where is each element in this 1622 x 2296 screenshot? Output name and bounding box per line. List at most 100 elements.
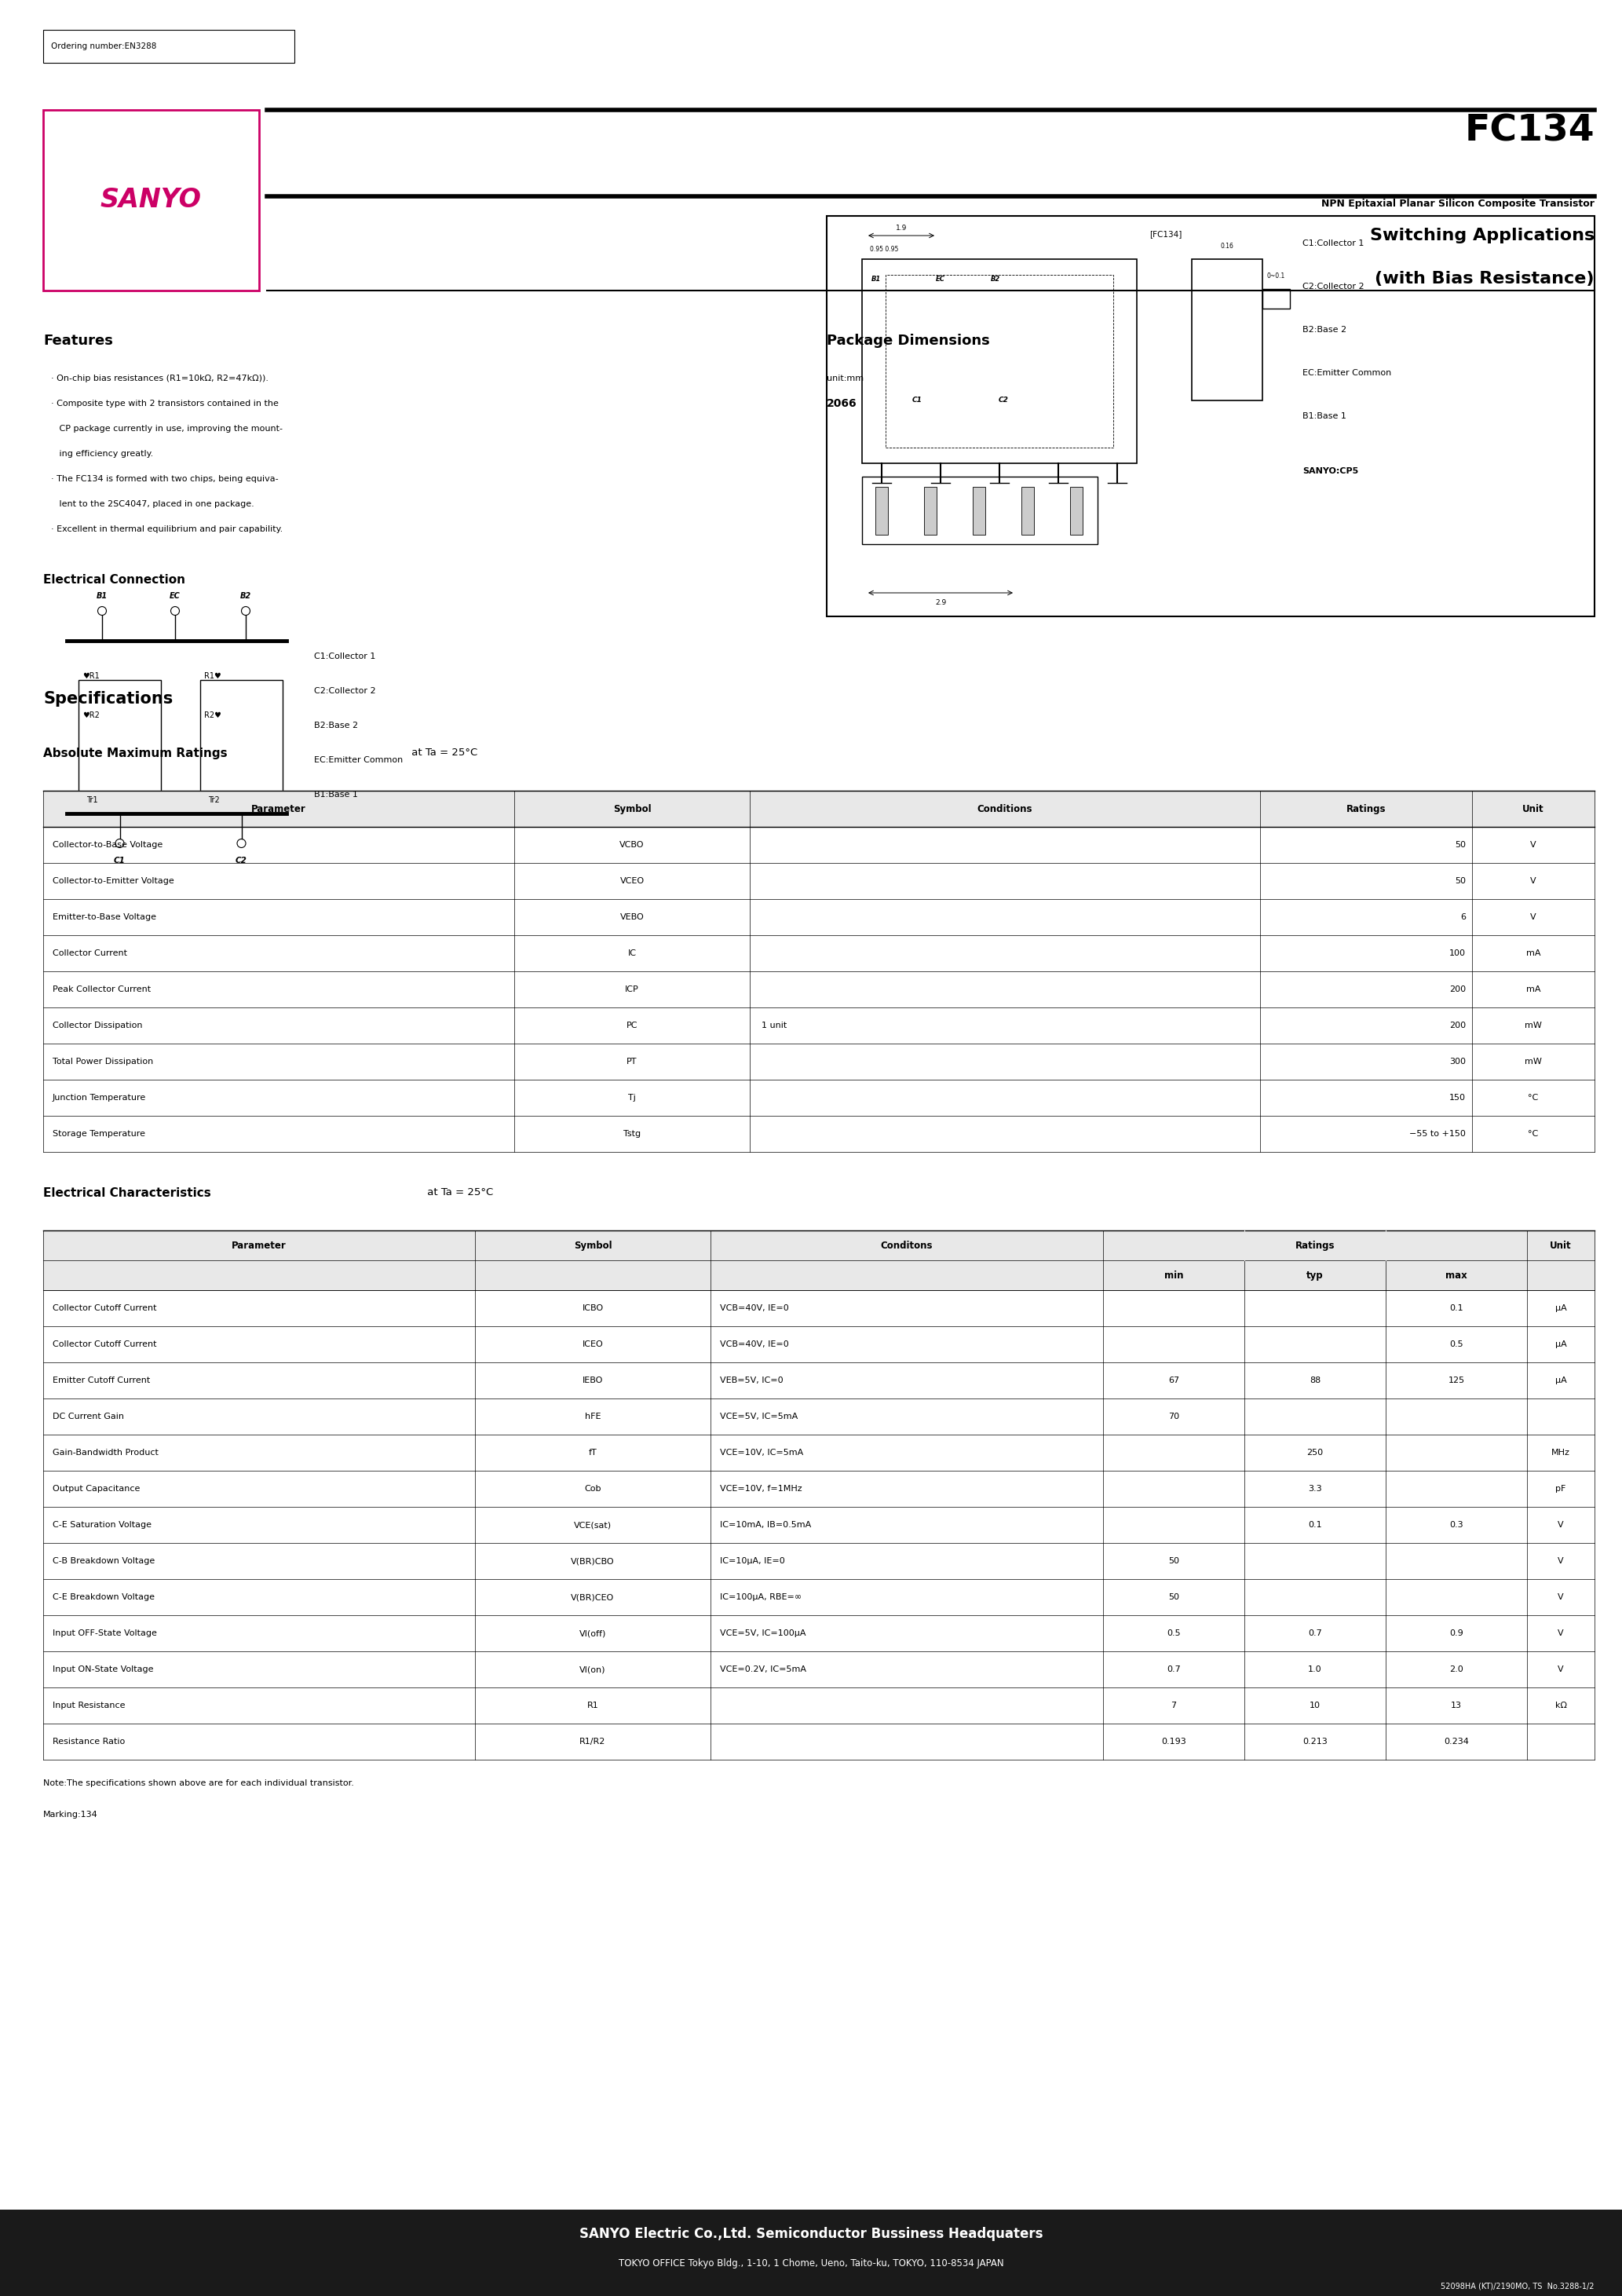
Text: IC=100μA, RBE=∞: IC=100μA, RBE=∞ bbox=[720, 1593, 801, 1600]
Text: C-B Breakdown Voltage: C-B Breakdown Voltage bbox=[52, 1557, 154, 1566]
Text: DC Current Gain: DC Current Gain bbox=[52, 1412, 123, 1421]
Text: 50: 50 bbox=[1455, 877, 1466, 884]
Text: 13: 13 bbox=[1450, 1701, 1461, 1711]
Text: B1: B1 bbox=[97, 592, 107, 599]
Text: IC=10mA, IB=0.5mA: IC=10mA, IB=0.5mA bbox=[720, 1520, 811, 1529]
Text: 7: 7 bbox=[1171, 1701, 1176, 1711]
Text: V: V bbox=[1557, 1520, 1564, 1529]
Text: ing efficiency greatly.: ing efficiency greatly. bbox=[50, 450, 154, 457]
Text: PT: PT bbox=[626, 1058, 637, 1065]
Text: 200: 200 bbox=[1448, 1022, 1466, 1029]
Text: 0.5: 0.5 bbox=[1450, 1341, 1463, 1348]
Text: B1: B1 bbox=[871, 276, 881, 282]
Text: [FC134]: [FC134] bbox=[1148, 230, 1182, 239]
Text: C1:Collector 1: C1:Collector 1 bbox=[315, 652, 376, 661]
Text: ICP: ICP bbox=[624, 985, 639, 994]
Text: R1♥: R1♥ bbox=[204, 673, 221, 680]
Text: R2♥: R2♥ bbox=[204, 712, 221, 719]
Text: B2:Base 2: B2:Base 2 bbox=[315, 721, 358, 730]
Text: 1 unit: 1 unit bbox=[762, 1022, 787, 1029]
Text: Tstg: Tstg bbox=[623, 1130, 641, 1139]
Text: 0.3: 0.3 bbox=[1450, 1520, 1463, 1529]
Text: V: V bbox=[1530, 877, 1536, 884]
Text: ♥R2: ♥R2 bbox=[83, 712, 99, 719]
Text: Symbol: Symbol bbox=[574, 1240, 611, 1251]
Text: °C: °C bbox=[1528, 1093, 1539, 1102]
Text: Switching Applications: Switching Applications bbox=[1371, 227, 1594, 243]
Text: max: max bbox=[1445, 1270, 1468, 1281]
Text: V: V bbox=[1557, 1557, 1564, 1566]
Text: Resistance Ratio: Resistance Ratio bbox=[52, 1738, 125, 1745]
Text: 50: 50 bbox=[1168, 1557, 1179, 1566]
Text: 1.9: 1.9 bbox=[895, 225, 907, 232]
FancyBboxPatch shape bbox=[1192, 259, 1262, 400]
Text: mA: mA bbox=[1526, 948, 1541, 957]
Text: B2:Base 2: B2:Base 2 bbox=[1302, 326, 1346, 333]
Text: PC: PC bbox=[626, 1022, 637, 1029]
Text: Peak Collector Current: Peak Collector Current bbox=[52, 985, 151, 994]
FancyBboxPatch shape bbox=[78, 680, 161, 808]
Text: Conditions: Conditions bbox=[976, 804, 1033, 813]
Text: · Excellent in thermal equilibrium and pair capability.: · Excellent in thermal equilibrium and p… bbox=[50, 526, 282, 533]
Text: · Composite type with 2 transistors contained in the: · Composite type with 2 transistors cont… bbox=[50, 400, 279, 406]
Text: 250: 250 bbox=[1307, 1449, 1324, 1456]
Text: at Ta = 25°C: at Ta = 25°C bbox=[409, 748, 477, 758]
Text: EC:Emitter Common: EC:Emitter Common bbox=[1302, 370, 1392, 377]
Text: C2: C2 bbox=[235, 856, 247, 866]
Text: VCEO: VCEO bbox=[620, 877, 644, 884]
Text: Unit: Unit bbox=[1523, 804, 1544, 813]
Text: Specifications: Specifications bbox=[44, 691, 174, 707]
Text: 50: 50 bbox=[1168, 1593, 1179, 1600]
FancyBboxPatch shape bbox=[0, 2209, 1622, 2296]
Text: 0.234: 0.234 bbox=[1444, 1738, 1470, 1745]
Text: B2: B2 bbox=[991, 276, 1001, 282]
Text: VEB=5V, IC=0: VEB=5V, IC=0 bbox=[720, 1378, 783, 1384]
Text: C-E Breakdown Voltage: C-E Breakdown Voltage bbox=[52, 1593, 154, 1600]
Text: 70: 70 bbox=[1168, 1412, 1179, 1421]
Text: 52098HA (KT)/2190MO, TS  No.3288-1/2: 52098HA (KT)/2190MO, TS No.3288-1/2 bbox=[1440, 2282, 1594, 2289]
Text: Storage Temperature: Storage Temperature bbox=[52, 1130, 146, 1139]
Text: 0.1: 0.1 bbox=[1307, 1520, 1322, 1529]
Text: VCE=10V, f=1MHz: VCE=10V, f=1MHz bbox=[720, 1486, 801, 1492]
Text: IEBO: IEBO bbox=[582, 1378, 603, 1384]
Text: EC:Emitter Common: EC:Emitter Common bbox=[315, 755, 402, 765]
Text: VCE=5V, IC=5mA: VCE=5V, IC=5mA bbox=[720, 1412, 798, 1421]
Text: 0.213: 0.213 bbox=[1302, 1738, 1327, 1745]
Text: Ratings: Ratings bbox=[1296, 1240, 1335, 1251]
Text: 0.7: 0.7 bbox=[1166, 1665, 1181, 1674]
Text: −55 to +150: −55 to +150 bbox=[1410, 1130, 1466, 1139]
Text: V(BR)CBO: V(BR)CBO bbox=[571, 1557, 615, 1566]
Text: VCB=40V, IE=0: VCB=40V, IE=0 bbox=[720, 1304, 788, 1311]
Text: Collector Current: Collector Current bbox=[52, 948, 127, 957]
Text: B1:Base 1: B1:Base 1 bbox=[315, 790, 358, 799]
Text: kΩ: kΩ bbox=[1555, 1701, 1567, 1711]
Text: lent to the 2SC4047, placed in one package.: lent to the 2SC4047, placed in one packa… bbox=[50, 501, 255, 507]
Text: VCE=5V, IC=100μA: VCE=5V, IC=100μA bbox=[720, 1630, 806, 1637]
Text: VCBO: VCBO bbox=[620, 840, 644, 850]
Text: 0.9: 0.9 bbox=[1450, 1630, 1463, 1637]
Text: 300: 300 bbox=[1450, 1058, 1466, 1065]
Text: SANYO: SANYO bbox=[101, 188, 201, 214]
Text: SANYO:CP5: SANYO:CP5 bbox=[1302, 466, 1359, 475]
Text: 1.0: 1.0 bbox=[1307, 1665, 1322, 1674]
Text: μA: μA bbox=[1555, 1304, 1567, 1311]
Text: typ: typ bbox=[1307, 1270, 1324, 1281]
Text: SANYO Electric Co.,Ltd. Semiconductor Bussiness Headquaters: SANYO Electric Co.,Ltd. Semiconductor Bu… bbox=[579, 2227, 1043, 2241]
FancyBboxPatch shape bbox=[886, 276, 1113, 448]
Text: Output Capacitance: Output Capacitance bbox=[52, 1486, 139, 1492]
FancyBboxPatch shape bbox=[44, 110, 260, 292]
Text: Marking:134: Marking:134 bbox=[44, 1812, 97, 1818]
Text: 200: 200 bbox=[1448, 985, 1466, 994]
Text: Gain-Bandwidth Product: Gain-Bandwidth Product bbox=[52, 1449, 159, 1456]
Text: VCB=40V, IE=0: VCB=40V, IE=0 bbox=[720, 1341, 788, 1348]
Text: Parameter: Parameter bbox=[232, 1240, 287, 1251]
Text: V(BR)CEO: V(BR)CEO bbox=[571, 1593, 615, 1600]
Text: Input ON-State Voltage: Input ON-State Voltage bbox=[52, 1665, 154, 1674]
Text: CP package currently in use, improving the mount-: CP package currently in use, improving t… bbox=[50, 425, 282, 432]
FancyBboxPatch shape bbox=[925, 487, 936, 535]
Text: Note:The specifications shown above are for each individual transistor.: Note:The specifications shown above are … bbox=[44, 1779, 354, 1786]
Text: 0~0.1: 0~0.1 bbox=[1267, 273, 1285, 280]
Text: IC: IC bbox=[628, 948, 636, 957]
FancyBboxPatch shape bbox=[44, 30, 295, 62]
Text: hFE: hFE bbox=[584, 1412, 600, 1421]
